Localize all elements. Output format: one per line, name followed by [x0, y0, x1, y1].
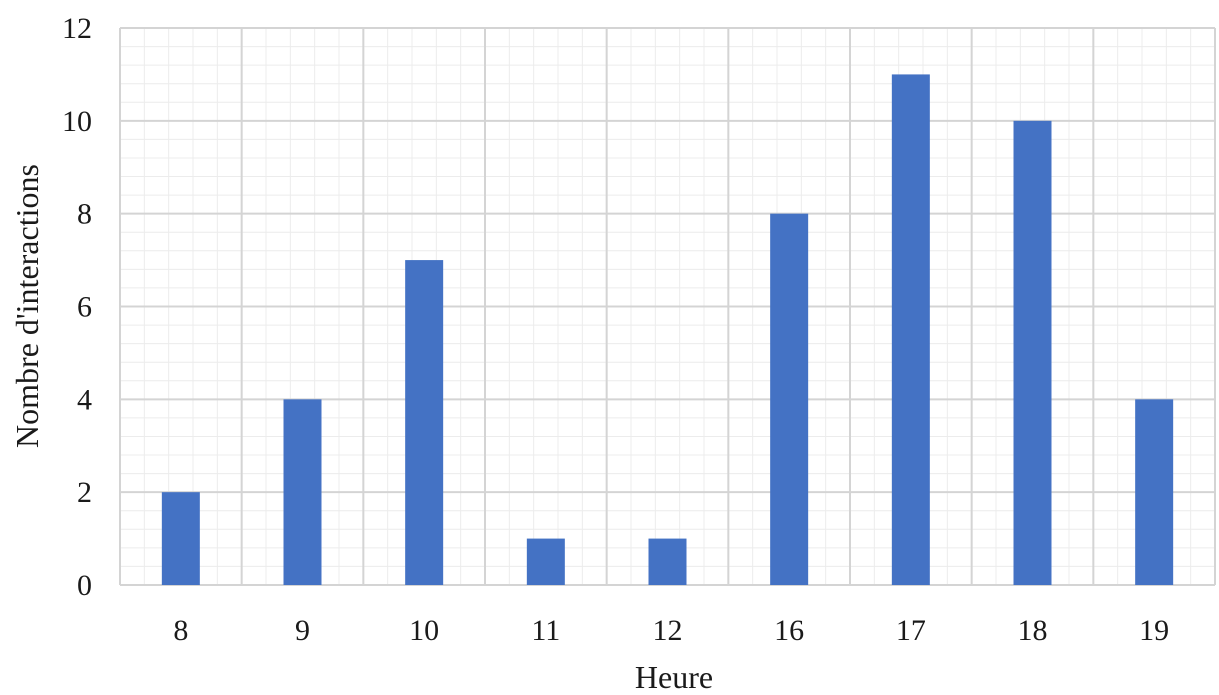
bar-11 — [526, 538, 565, 585]
tick-labels: 0 2 4 6 8 10 12 8 9 10 11 12 16 17 18 19 — [62, 12, 1169, 647]
x-tick-label: 9 — [295, 614, 310, 647]
bar-10 — [405, 260, 444, 585]
bar-16 — [770, 213, 809, 585]
x-tick-label: 17 — [896, 614, 926, 647]
y-tick-label: 10 — [62, 105, 92, 138]
x-axis-title: Heure — [635, 659, 713, 690]
y-tick-label: 2 — [77, 476, 92, 509]
bar-17 — [891, 74, 930, 586]
bar-19 — [1135, 399, 1174, 585]
x-tick-label: 19 — [1139, 614, 1169, 647]
x-tick-label: 10 — [409, 614, 439, 647]
bar-18 — [1013, 120, 1052, 585]
bar-9 — [283, 399, 322, 585]
y-tick-label: 4 — [77, 383, 92, 416]
x-tick-label: 11 — [531, 614, 560, 647]
x-tick-label: 18 — [1018, 614, 1048, 647]
x-tick-label: 12 — [653, 614, 683, 647]
y-tick-label: 8 — [77, 198, 92, 231]
x-tick-label: 16 — [774, 614, 804, 647]
x-tick-label: 8 — [173, 614, 188, 647]
y-tick-label: 6 — [77, 291, 92, 324]
bars — [161, 74, 1174, 586]
y-tick-label: 12 — [62, 12, 92, 45]
bar-12 — [648, 538, 687, 585]
bar-8 — [161, 492, 200, 585]
y-tick-label: 0 — [77, 569, 92, 602]
y-axis-title: Nombre d'interactions — [9, 164, 45, 448]
